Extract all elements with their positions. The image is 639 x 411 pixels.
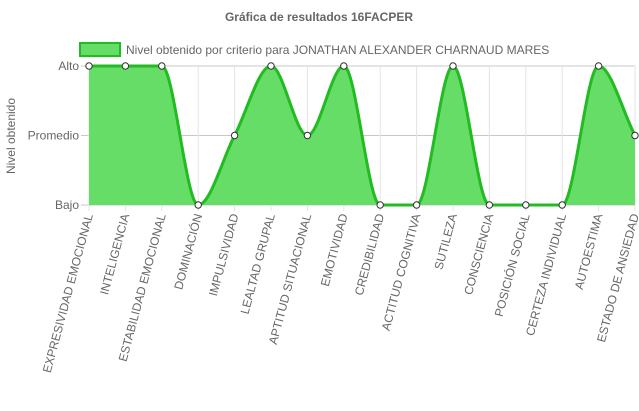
- legend-swatch: [79, 42, 121, 57]
- x-tick-label: CERTEZA INDIVIDUAL: [523, 212, 569, 337]
- x-tick-label: DOMINACIÓN: [170, 212, 205, 291]
- data-point[interactable]: [158, 62, 166, 70]
- x-tick-label: ACTITUD COGNITIVA: [379, 212, 424, 332]
- legend-label: Nivel obtenido por criterio para JONATHA…: [126, 43, 549, 57]
- data-points: [85, 62, 639, 209]
- data-point[interactable]: [121, 62, 130, 70]
- data-point[interactable]: [230, 131, 239, 140]
- y-tick-label: Promedio: [28, 129, 80, 143]
- legend[interactable]: Nivel obtenido por criterio para JONATHA…: [79, 42, 549, 57]
- series-area: [89, 64, 637, 207]
- x-tick-label: AUTOESTIMA: [572, 212, 606, 291]
- data-point[interactable]: [594, 62, 603, 70]
- x-tick-label: POSICIÓN SOCIAL: [491, 212, 533, 319]
- data-point[interactable]: [449, 62, 457, 70]
- data-point[interactable]: [412, 201, 421, 209]
- x-tick-label: EXPRESIVIDAD EMOCIONAL: [40, 212, 96, 374]
- data-point[interactable]: [85, 62, 93, 70]
- data-point[interactable]: [558, 201, 566, 209]
- data-point[interactable]: [631, 131, 639, 140]
- x-tick-label: INTELIGENCIA: [97, 212, 132, 296]
- x-tick-label: CREDIBILIDAD: [352, 212, 387, 297]
- series-line: [89, 64, 637, 207]
- y-tick-label: Alto: [58, 59, 79, 73]
- data-point[interactable]: [485, 201, 494, 209]
- data-point[interactable]: [340, 62, 348, 70]
- y-axis: Bajo Promedio Alto: [28, 59, 80, 212]
- data-point[interactable]: [376, 201, 384, 209]
- data-point[interactable]: [194, 201, 202, 209]
- data-point[interactable]: [267, 62, 275, 70]
- data-point[interactable]: [522, 201, 530, 209]
- chart-title: Gráfica de resultados 16FACPER: [225, 10, 413, 24]
- x-tick-label: EMOTIVIDAD: [318, 212, 351, 288]
- x-tick-label: CONSCIENCIA: [461, 212, 496, 296]
- y-tick-label: Bajo: [55, 198, 79, 212]
- data-point[interactable]: [303, 131, 312, 140]
- x-tick-label: LEALTAD GRUPAL: [238, 212, 278, 316]
- x-tick-label: IMPULSIVIDAD: [206, 212, 242, 298]
- x-tick-label: SUTILEZA: [432, 212, 460, 271]
- y-axis-title: Nivel obtenido: [4, 98, 18, 174]
- x-axis: EXPRESIVIDAD EMOCIONAL INTELIGENCIAESTABI…: [40, 212, 639, 375]
